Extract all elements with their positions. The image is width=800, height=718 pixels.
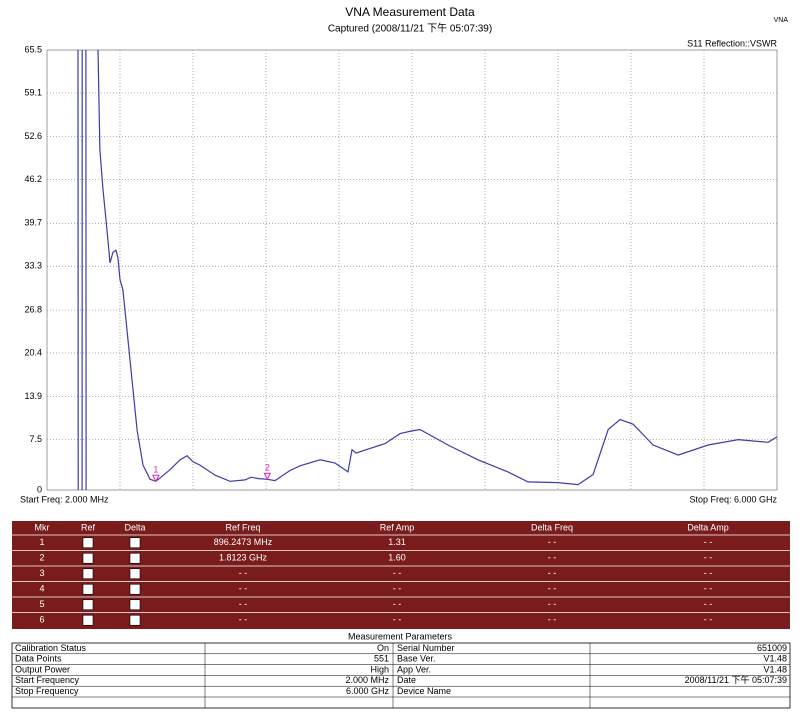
- param-cell: 2.000 MHz: [345, 675, 389, 685]
- param-cell: App Ver.: [397, 664, 431, 674]
- param-cell: Base Ver.: [397, 654, 436, 664]
- marker-cell: - -: [704, 584, 713, 594]
- stop-label: Stop Freq: 6.000 GHz: [689, 494, 777, 504]
- y-tick-label: 13.9: [24, 391, 42, 401]
- checkbox: [129, 537, 141, 549]
- param-cell: High: [370, 664, 389, 674]
- marker-cell: - -: [704, 568, 713, 578]
- marker-cell: - -: [393, 615, 402, 625]
- param-cell: 2008/11/21 下午 05:07:39: [685, 674, 787, 685]
- marker-number: 2: [265, 463, 270, 473]
- marker-header: Mkr: [35, 522, 50, 532]
- y-tick-label: 33.3: [24, 261, 42, 271]
- param-cell: Calibration Status: [15, 643, 87, 653]
- marker-cell: 1.60: [388, 553, 406, 563]
- checkbox: [82, 614, 94, 626]
- y-tick-label: 20.4: [24, 347, 42, 357]
- chart-subtitle: Captured (2008/11/21 下午 05:07:39): [328, 22, 492, 35]
- param-cell: V1.48: [763, 664, 787, 674]
- y-tick-label: 65.5: [24, 44, 42, 54]
- marker-cell: 4: [39, 584, 44, 594]
- checkbox: [82, 568, 94, 580]
- param-cell: 651009: [757, 643, 787, 653]
- checkbox: [129, 568, 141, 580]
- marker-triangle: [152, 474, 160, 483]
- marker-cell: - -: [548, 615, 557, 625]
- param-cell: Start Frequency: [15, 675, 80, 685]
- marker-header: Ref: [81, 522, 96, 532]
- param-cell: Output Power: [15, 664, 70, 674]
- marker-cell: - -: [239, 584, 248, 594]
- param-cell: Stop Frequency: [15, 686, 79, 696]
- y-tick-label: 52.6: [24, 131, 42, 141]
- y-tick-label: 46.2: [24, 174, 42, 184]
- param-cell: On: [377, 643, 389, 653]
- marker-cell: - -: [548, 584, 557, 594]
- chart-title: VNA Measurement Data: [345, 5, 475, 19]
- marker-cell: - -: [704, 599, 713, 609]
- param-cell: Device Name: [397, 686, 451, 696]
- param-cell: Date: [397, 675, 416, 685]
- marker-cell: - -: [548, 553, 557, 563]
- marker-cell: - -: [548, 568, 557, 578]
- trace-line: [77, 49, 778, 491]
- checkbox: [82, 599, 94, 611]
- param-cell: 551: [374, 654, 389, 664]
- checkbox: [82, 537, 94, 549]
- marker-number: 1: [153, 465, 158, 475]
- checkbox: [129, 599, 141, 611]
- marker-cell: - -: [548, 537, 557, 547]
- marker-cell: 896.2473 MHz: [214, 537, 273, 547]
- start-label: Start Freq: 2.000 MHz: [20, 494, 109, 504]
- checkbox: [129, 583, 141, 595]
- y-tick-label: 39.7: [24, 218, 42, 228]
- checkbox: [82, 552, 94, 564]
- param-cell: Data Points: [15, 654, 62, 664]
- parameters-title: Measurement Parameters: [348, 631, 453, 641]
- marker-cell: - -: [704, 553, 713, 563]
- marker-header: Delta Freq: [531, 522, 573, 532]
- y-tick-label: 59.1: [24, 87, 42, 97]
- marker-cell: - -: [239, 568, 248, 578]
- marker-cell: - -: [548, 599, 557, 609]
- param-cell: V1.48: [763, 654, 787, 664]
- marker-cell: - -: [239, 615, 248, 625]
- trace-label: S11 Reflection::VSWR: [687, 38, 777, 48]
- marker-header: Ref Freq: [225, 522, 260, 532]
- marker-cell: 2: [39, 553, 44, 563]
- checkbox: [129, 614, 141, 626]
- param-cell: Serial Number: [397, 643, 455, 653]
- y-tick-label: 7.5: [29, 434, 42, 444]
- marker-cell: 1: [39, 537, 44, 547]
- marker-cell: - -: [239, 599, 248, 609]
- marker-header: Ref Amp: [380, 522, 415, 532]
- y-tick-label: 26.8: [24, 304, 42, 314]
- marker-table: [12, 521, 790, 629]
- marker-cell: 3: [39, 568, 44, 578]
- marker-cell: - -: [704, 537, 713, 547]
- marker-header: Delta: [124, 522, 145, 532]
- marker-cell: 6: [39, 615, 44, 625]
- marker-header: Delta Amp: [687, 522, 729, 532]
- marker-cell: - -: [393, 599, 402, 609]
- marker-cell: 1.31: [388, 537, 406, 547]
- marker-cell: - -: [393, 568, 402, 578]
- marker-triangle: [263, 472, 272, 481]
- marker-cell: - -: [393, 584, 402, 594]
- checkbox: [82, 583, 94, 595]
- marker-cell: 1.8123 GHz: [219, 553, 268, 563]
- marker-cell: - -: [704, 615, 713, 625]
- checkbox: [129, 552, 141, 564]
- marker-cell: 5: [39, 599, 44, 609]
- y-tick-label: 0: [37, 484, 42, 494]
- app-label: VNA: [774, 17, 789, 24]
- param-cell: 6.000 GHz: [346, 686, 390, 696]
